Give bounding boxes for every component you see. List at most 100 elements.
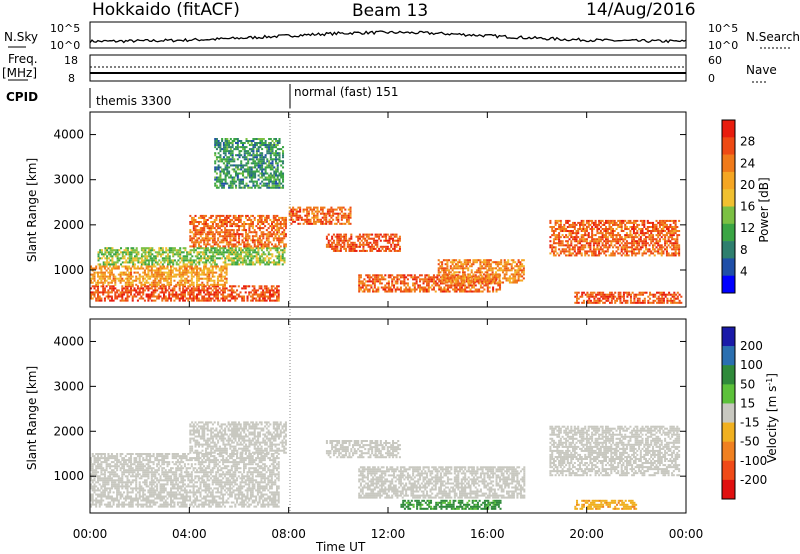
ytick-label: 3000 bbox=[53, 379, 84, 393]
colorbar-cell bbox=[722, 403, 735, 423]
power-echo-region bbox=[90, 265, 228, 286]
date-title: 14/Aug/2016 bbox=[586, 0, 696, 20]
noise-left-tick-bottom: 10^0 bbox=[50, 39, 80, 52]
colorbar-tick-label: 16 bbox=[740, 200, 755, 214]
velocity-echo-region bbox=[90, 453, 280, 508]
power-echo-region bbox=[214, 138, 285, 189]
colorbar-cell bbox=[722, 384, 735, 404]
xtick-label: 08:00 bbox=[271, 527, 306, 541]
colorbar-cell bbox=[722, 479, 735, 500]
power-echo-region bbox=[574, 291, 683, 304]
colorbar-tick-label: -100 bbox=[740, 454, 767, 468]
colorbar-tick-label: 15 bbox=[740, 396, 755, 410]
velocity-echo-region bbox=[574, 499, 638, 510]
freq-label-line2: [MHz] bbox=[2, 66, 37, 80]
colorbar-cell bbox=[722, 241, 735, 259]
freq-panel-frame bbox=[89, 54, 687, 82]
colorbar-cell bbox=[722, 275, 735, 294]
velocity-heatmap bbox=[90, 421, 681, 510]
colorbar-tick-label: 12 bbox=[740, 221, 755, 235]
cpid-segment-2: normal (fast) 151 bbox=[294, 85, 398, 99]
colorbar-frame bbox=[721, 119, 736, 294]
freq-label-line1: Freq. bbox=[8, 52, 38, 66]
colorbar-tick-label: 28 bbox=[740, 135, 755, 149]
colorbar-cell bbox=[722, 258, 735, 276]
xtick-label: 00:00 bbox=[669, 527, 704, 541]
ytick-label: 1000 bbox=[53, 263, 84, 277]
velocity-echo-region bbox=[549, 425, 681, 477]
noise-panel-frame bbox=[89, 21, 687, 49]
xtick-label: 00:00 bbox=[73, 527, 108, 541]
xtick-label: 04:00 bbox=[172, 527, 207, 541]
ytick-label: 3000 bbox=[53, 173, 84, 187]
power-colorbar: 4 8 12 16 20 24 28 bbox=[721, 119, 755, 294]
power-heatmap bbox=[90, 138, 683, 304]
power-yaxis: 1000 2000 3000 4000 bbox=[53, 128, 686, 277]
cpid-label: CPID bbox=[6, 90, 38, 104]
colorbar-cell bbox=[722, 206, 735, 225]
colorbar-tick-label: -50 bbox=[740, 435, 760, 449]
xtick-label: 20:00 bbox=[569, 527, 604, 541]
colorbar-tick-label: 24 bbox=[740, 156, 755, 170]
noise-left-label: N.Sky bbox=[4, 30, 38, 44]
xtick-label: 12:00 bbox=[371, 527, 406, 541]
colorbar-cell bbox=[722, 460, 735, 481]
velocity-echo-region bbox=[358, 466, 526, 499]
colorbar-tick-label: 20 bbox=[740, 178, 755, 192]
colorbar-cell bbox=[722, 137, 735, 155]
colorbar-frame bbox=[721, 326, 736, 500]
power-echo-region bbox=[288, 206, 352, 225]
ytick-label: 2000 bbox=[53, 424, 84, 438]
colorbar-cell bbox=[722, 365, 735, 385]
power-echo-region bbox=[437, 259, 525, 284]
colorbar-tick-label: 4 bbox=[740, 264, 748, 278]
cpid-segment-1: themis 3300 bbox=[96, 94, 171, 108]
noise-right-tick-bottom: 10^0 bbox=[708, 39, 738, 52]
noise-right-tick-top: 10^5 bbox=[708, 22, 738, 35]
colorbar-cell bbox=[722, 327, 735, 347]
velocity-echo-region bbox=[400, 499, 502, 510]
noise-trace bbox=[89, 30, 687, 44]
site-title: Hokkaido (fitACF) bbox=[92, 0, 240, 20]
colorbar-tick-label: 50 bbox=[740, 377, 755, 391]
noise-right-label: N.Search bbox=[746, 30, 800, 44]
time-axis-label: Time UT bbox=[315, 540, 366, 554]
colorbar-cell bbox=[722, 171, 735, 190]
power-echo-region bbox=[189, 214, 287, 248]
colorbar-cell bbox=[722, 441, 735, 462]
time-axis: 00:00 04:00 08:00 12:00 16:00 20:00 00:00 bbox=[73, 112, 704, 541]
ytick-label: 1000 bbox=[53, 469, 84, 483]
colorbar-cell bbox=[722, 120, 735, 138]
ytick-label: 4000 bbox=[53, 128, 84, 142]
colorbar-cell bbox=[722, 154, 735, 173]
colorbar-cell bbox=[722, 189, 735, 207]
nave-label: Nave bbox=[746, 63, 777, 77]
colorbar-tick-label: 100 bbox=[740, 358, 763, 372]
xtick-label: 16:00 bbox=[470, 527, 505, 541]
beam-title: Beam 13 bbox=[352, 1, 428, 21]
velocity-ylabel: Slant Range [km] bbox=[25, 366, 39, 470]
ytick-label: 4000 bbox=[53, 334, 84, 348]
colorbar-tick-label: 200 bbox=[740, 339, 763, 353]
velocity-colorbar: 200 100 50 15 -15 -50 -100 -200 bbox=[721, 326, 767, 500]
power-echo-region bbox=[325, 233, 401, 252]
velocity-colorbar-label: Velocity [m s-1] bbox=[765, 373, 780, 463]
colorbar-tick-label: -200 bbox=[740, 473, 767, 487]
colorbar-tick-label: -15 bbox=[740, 416, 760, 430]
colorbar-cell bbox=[722, 346, 735, 366]
power-echo-region bbox=[90, 285, 280, 302]
colorbar-cell bbox=[722, 422, 735, 442]
power-echo-region bbox=[97, 247, 286, 266]
freq-tick-bottom: 8 bbox=[68, 72, 75, 85]
power-ylabel: Slant Range [km] bbox=[25, 158, 39, 262]
velocity-panel-frame bbox=[89, 318, 687, 514]
velocity-echo-region bbox=[189, 421, 287, 454]
colorbar-tick-label: 8 bbox=[740, 243, 748, 257]
nave-tick-top: 60 bbox=[708, 54, 722, 67]
noise-left-tick-top: 10^5 bbox=[50, 22, 80, 35]
velocity-yaxis: 1000 2000 3000 4000 bbox=[53, 334, 686, 483]
colorbar-cell bbox=[722, 223, 735, 242]
ytick-label: 2000 bbox=[53, 218, 84, 232]
freq-tick-top: 18 bbox=[64, 54, 78, 67]
